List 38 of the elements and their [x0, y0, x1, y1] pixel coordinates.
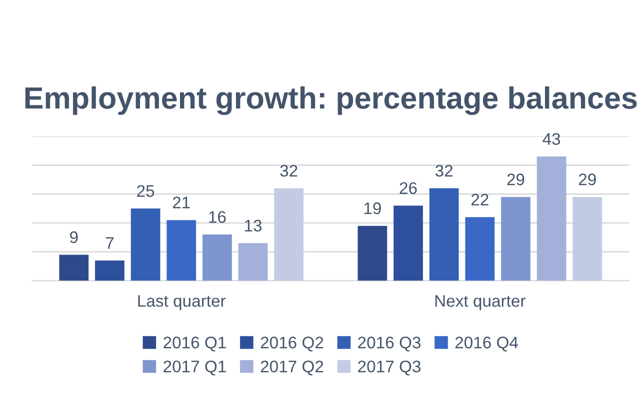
legend-label: 2017 Q3 [358, 360, 421, 376]
data-label: 29 [507, 174, 524, 186]
legend-label: 2017 Q1 [164, 360, 226, 376]
bar [238, 243, 268, 281]
data-label: 7 [106, 237, 114, 249]
bar [465, 217, 495, 281]
bar [95, 260, 124, 281]
bar [429, 188, 459, 281]
legend-label: 2016 Q4 [455, 336, 518, 352]
legend-label: 2016 Q2 [260, 336, 324, 352]
data-label: 9 [70, 231, 78, 244]
bar [536, 156, 566, 281]
legend-label: 2016 Q1 [164, 336, 226, 352]
data-label: 32 [280, 164, 298, 177]
data-label: 22 [471, 194, 488, 206]
x-tick-label: Next quarter [435, 295, 526, 310]
bar [130, 208, 160, 281]
data-label: 25 [137, 185, 154, 197]
bar [166, 220, 196, 281]
legend-label: 2016 Q3 [358, 336, 421, 352]
legend-label: 2017 Q2 [260, 360, 324, 376]
bar [274, 188, 304, 281]
data-label: 32 [435, 164, 453, 177]
bar [59, 254, 89, 281]
data-label: 21 [172, 196, 190, 208]
data-label: 43 [542, 133, 560, 145]
data-label: 19 [364, 202, 381, 214]
chart-title: Employment growth: percentage balances [25, 86, 637, 116]
x-tick-label: Last quarter [138, 295, 226, 310]
bar [394, 206, 423, 281]
bar [572, 196, 602, 281]
data-label: 26 [400, 182, 417, 194]
bar [202, 234, 232, 281]
bar [501, 196, 530, 281]
data-label: 29 [578, 174, 596, 186]
bar [358, 226, 388, 281]
data-label: 13 [245, 220, 262, 232]
data-label: 16 [209, 211, 226, 223]
